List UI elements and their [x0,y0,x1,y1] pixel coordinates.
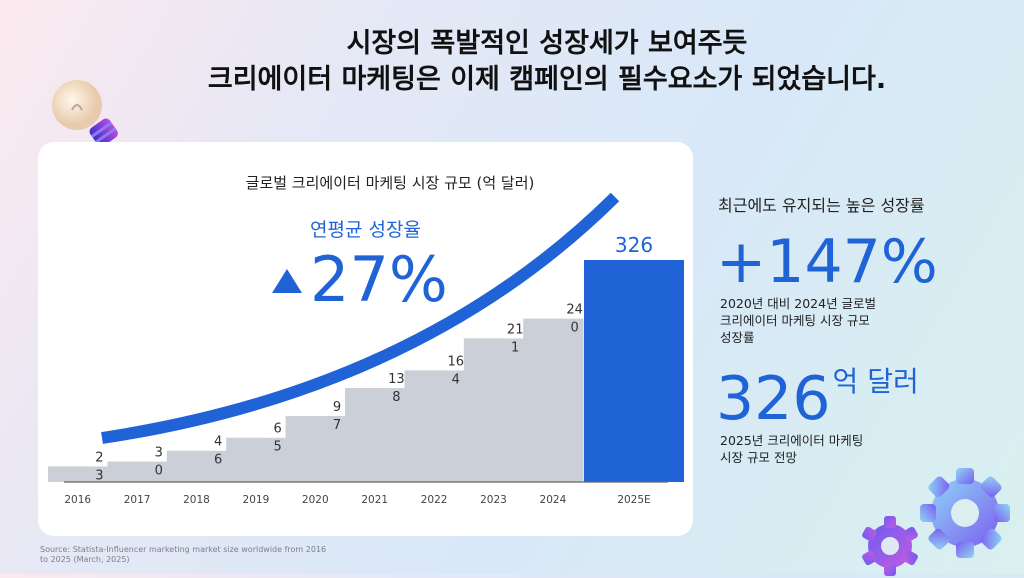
data-label: 4 [452,372,460,387]
bar-2018 [166,450,228,482]
chart-title: 글로벌 크리에이터 마케팅 시장 규모 (억 달러) [245,174,535,192]
source-note: Source: Statista-Influencer marketing ma… [40,545,327,564]
growth-rate-desc: 2020년 대비 2024년 글로벌 크리에이터 마케팅 시장 규모 성장률 [720,295,920,346]
x-tick-label: 2024 [540,494,567,506]
data-label: 24 [566,303,583,318]
x-tick-label: 2021 [361,494,388,506]
bar-2019 [226,437,287,482]
bar-2021 [345,388,406,482]
x-tick-label: 2025E [617,494,650,506]
data-label: 2 [95,450,103,465]
x-tick-label: 2016 [64,494,91,506]
forecast-unit: 억 달러 [832,365,919,398]
data-label-bg [505,318,524,339]
forecast-desc: 2025년 크리에이터 마케팅 시장 규모 전망 [720,432,920,466]
page-title: 시장의 폭발적인 성장세가 보여주듯 크리에이터 마케팅은 이제 캠페인의 필수… [0,26,1024,98]
bar-2024 [523,318,584,482]
cagr-value: 27% [310,243,448,316]
lightbulb-icon [52,80,118,147]
bar-2016 [48,466,109,482]
data-label: 13 [388,372,405,387]
desc-line: 성장률 [720,330,755,345]
data-label: 0 [155,464,163,479]
gears-icon [861,468,1010,576]
desc-line: 2025년 크리에이터 마케팅 [720,433,864,448]
data-label: 3 [155,446,163,461]
data-label: 6 [273,422,281,437]
x-tick-label: 2018 [183,494,210,506]
data-label: 8 [392,390,400,405]
x-tick-label: 2023 [480,494,507,506]
data-label-bg [327,395,345,416]
bar-2023 [463,338,525,482]
x-tick-label: 2020 [302,494,329,506]
bar-2025E [584,260,684,482]
bar-2022 [404,370,465,482]
data-label: 16 [448,354,465,369]
desc-line: 크리에이터 마케팅 시장 규모 [720,313,870,328]
growth-curve [101,192,620,444]
bar-2017 [107,461,168,482]
forecast-value: 326 [716,364,831,434]
x-tick-label: 2022 [421,494,448,506]
up-triangle-icon [272,269,302,293]
bar-2020 [285,415,346,482]
desc-line: 시장 규모 전망 [720,450,797,465]
title-line-1: 시장의 폭발적인 성장세가 보여주듯 [346,28,748,59]
data-label-bg [148,441,167,462]
side-heading: 최근에도 유지되는 높은 성장률 [718,196,925,215]
growth-rate-value: +147% [716,227,938,297]
data-label: 0 [570,321,578,336]
data-label-bg [89,446,108,467]
data-label-bg [445,350,464,371]
forecast-value-wrap: 326억 달러 [716,365,919,430]
x-tick-label: 2019 [243,494,270,506]
data-label: 1 [511,340,519,355]
cagr-label: 연평균 성장율 [310,219,421,241]
data-label: 9 [333,400,341,415]
data-label: 4 [214,435,222,450]
data-label: 6 [214,453,222,468]
x-tick-label: 2017 [124,494,151,506]
data-label: 3 [95,468,103,483]
data-label: 326 [615,233,653,257]
data-label: 21 [507,322,524,337]
title-line-2: 크리에이터 마케팅은 이제 캠페인의 필수요소가 되었습니다. [207,64,887,95]
desc-line: 2020년 대비 2024년 글로벌 [720,296,877,311]
cagr-value-wrap: 27% [272,240,448,320]
data-label: 7 [333,418,341,433]
data-label-bg [386,368,405,389]
data-label: 5 [273,440,281,455]
data-label-bg [208,430,227,451]
data-label-bg [564,298,583,319]
data-label-bg [267,417,286,438]
